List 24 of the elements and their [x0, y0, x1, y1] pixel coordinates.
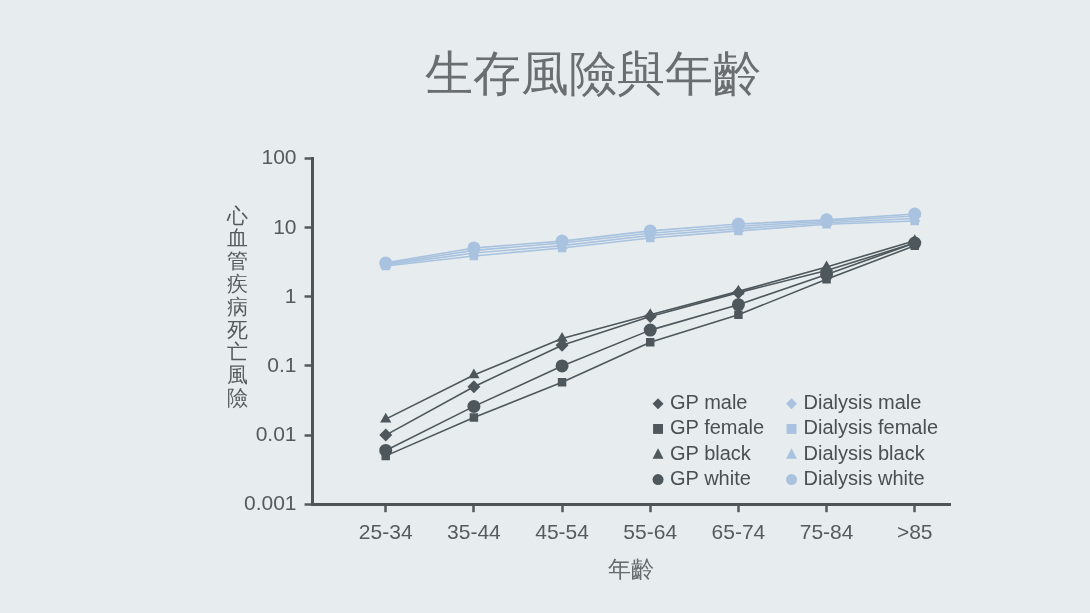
legend-label: Dialysis white: [803, 467, 925, 490]
x-tick-label: 75-84: [799, 519, 854, 543]
x-tick-label: 25-34: [358, 519, 413, 543]
legend-label: Dialysis male: [803, 391, 922, 414]
x-axis-title: 年齡: [608, 556, 655, 583]
y-tick-label: 0.01: [255, 421, 297, 445]
y-tick-label: 0.001: [243, 491, 297, 514]
y-tick-label: 1: [284, 283, 297, 307]
y-tick-label: 100: [261, 145, 297, 169]
legend-label: GP male: [670, 391, 748, 414]
legend-label: Dialysis female: [803, 416, 938, 439]
x-tick-label: 35-44: [447, 519, 502, 543]
text: 心血管疾病死亡風險: [227, 203, 249, 410]
legend-label: Dialysis black: [803, 441, 926, 464]
y-tick-label: 0.1: [267, 352, 297, 376]
x-tick-label: >85: [896, 519, 933, 543]
chart-title: 生存風險與年齡: [425, 45, 761, 102]
x-tick-label: 45-54: [535, 519, 590, 543]
legend-label: GP white: [670, 467, 751, 490]
x-tick-label: 55-64: [623, 519, 678, 543]
y-tick-label: 10: [273, 214, 297, 238]
legend-label: GP female: [670, 416, 765, 439]
x-tick-label: 65-74: [711, 519, 766, 543]
legend-label: GP black: [670, 441, 752, 464]
